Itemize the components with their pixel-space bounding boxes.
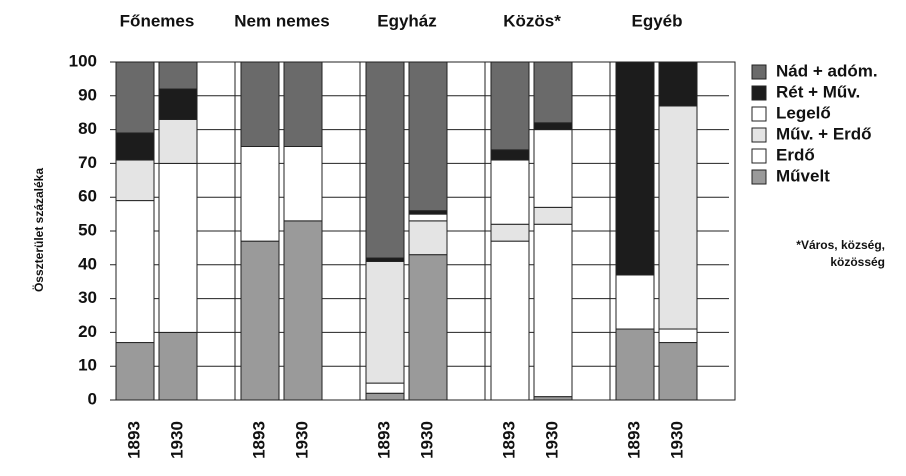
bar-segment bbox=[490, 61, 530, 151]
x-tick-label: 1930 bbox=[417, 421, 436, 459]
legend-label: Rét + Műv. bbox=[776, 82, 860, 101]
bar-segment bbox=[283, 61, 323, 147]
bar-segment bbox=[365, 257, 405, 262]
bar-segment bbox=[490, 240, 530, 401]
bar-segment bbox=[240, 61, 280, 147]
bar-segment bbox=[615, 61, 655, 276]
bar-segment bbox=[408, 220, 448, 256]
bar-segment bbox=[115, 200, 155, 344]
legend-label: Műv. + Erdő bbox=[776, 124, 872, 143]
bar-segment bbox=[533, 122, 573, 131]
bar-segment bbox=[658, 61, 698, 107]
y-tick-label: 100 bbox=[69, 51, 97, 70]
x-tick-label: 1930 bbox=[167, 421, 186, 459]
bar-segment bbox=[408, 210, 448, 215]
bar-segment bbox=[365, 260, 405, 384]
bar-segment bbox=[365, 61, 405, 259]
x-tick-label: 1893 bbox=[124, 421, 143, 459]
legend-swatch bbox=[751, 148, 767, 164]
legend-swatch bbox=[751, 64, 767, 80]
bar-segment bbox=[490, 223, 530, 242]
bar-segment bbox=[533, 396, 573, 401]
legend-label: Erdő bbox=[776, 145, 815, 164]
bar-segment bbox=[658, 105, 698, 330]
bar-segment bbox=[533, 223, 573, 398]
bar-segment bbox=[408, 254, 448, 401]
bar-segment bbox=[283, 146, 323, 222]
legend-swatch bbox=[751, 85, 767, 101]
y-tick-label: 50 bbox=[78, 220, 97, 239]
bar-segment bbox=[115, 342, 155, 401]
bar-segment bbox=[240, 240, 280, 401]
bar-segment bbox=[115, 132, 155, 161]
bar-segment bbox=[365, 382, 405, 394]
y-tick-label: 30 bbox=[78, 288, 97, 307]
bar-segment bbox=[158, 88, 198, 120]
bar-segment bbox=[658, 342, 698, 401]
bar-segment bbox=[158, 331, 198, 401]
bar-segment bbox=[408, 213, 448, 222]
legend-label: Legelő bbox=[776, 103, 831, 122]
x-tick-label: 1930 bbox=[667, 421, 686, 459]
bar-segment bbox=[408, 61, 448, 212]
x-tick-label: 1893 bbox=[499, 421, 518, 459]
bar-segment bbox=[365, 392, 405, 401]
y-axis-label: Összterület százaléka bbox=[31, 168, 46, 292]
bar-segment bbox=[533, 206, 573, 225]
x-tick-label: 1893 bbox=[624, 421, 643, 459]
y-tick-label: 70 bbox=[78, 153, 97, 172]
x-tick-label: 1930 bbox=[542, 421, 561, 459]
group-label: Egyéb bbox=[631, 11, 682, 30]
y-tick-label: 80 bbox=[78, 119, 97, 138]
bar-segment bbox=[158, 61, 198, 90]
bar-segment bbox=[115, 61, 155, 134]
bar-segment bbox=[283, 220, 323, 401]
bar-segment bbox=[615, 274, 655, 330]
footnote: közösség bbox=[830, 255, 885, 269]
x-tick-label: 1930 bbox=[292, 421, 311, 459]
group-label: Főnemes bbox=[120, 11, 195, 30]
y-tick-label: 20 bbox=[78, 322, 97, 341]
bar-segment bbox=[240, 146, 280, 242]
y-tick-label: 90 bbox=[78, 85, 97, 104]
group-label: Közös* bbox=[503, 11, 561, 30]
x-tick-label: 1893 bbox=[249, 421, 268, 459]
y-tick-label: 60 bbox=[78, 187, 97, 206]
footnote: *Város, község, bbox=[796, 238, 885, 252]
bar-segment bbox=[533, 129, 573, 208]
legend-label: Művelt bbox=[776, 166, 830, 185]
bar-segment bbox=[490, 149, 530, 161]
bar-segment bbox=[490, 159, 530, 225]
y-tick-label: 0 bbox=[88, 389, 97, 408]
y-tick-label: 10 bbox=[78, 356, 97, 375]
group-label: Nem nemes bbox=[234, 11, 329, 30]
bar-segment bbox=[615, 328, 655, 401]
bar-segment bbox=[115, 159, 155, 202]
legend-swatch bbox=[751, 106, 767, 122]
group-label: Egyház bbox=[377, 11, 437, 30]
legend-swatch bbox=[751, 127, 767, 143]
x-tick-label: 1893 bbox=[374, 421, 393, 459]
bar-segment bbox=[658, 328, 698, 344]
bar-segment bbox=[158, 118, 198, 164]
legend-label: Nád + adóm. bbox=[776, 61, 878, 80]
y-tick-label: 40 bbox=[78, 254, 97, 273]
bar-segment bbox=[533, 61, 573, 124]
bar-segment bbox=[158, 162, 198, 333]
legend-swatch bbox=[751, 169, 767, 185]
